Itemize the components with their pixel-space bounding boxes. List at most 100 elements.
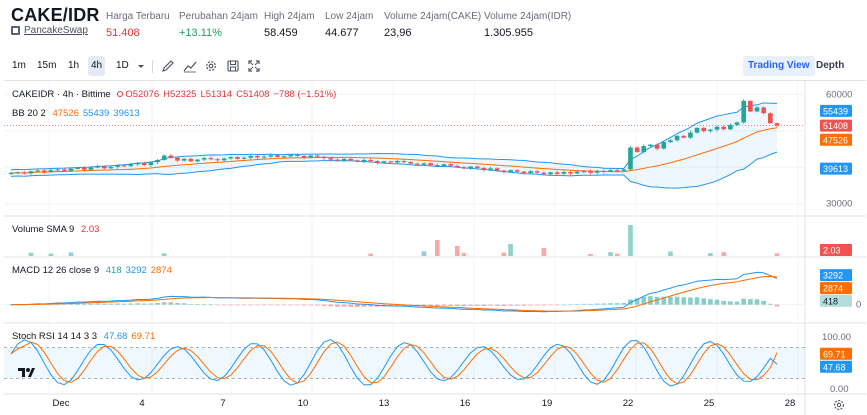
candles-group	[8, 99, 780, 177]
time-axis-label: 16	[460, 398, 471, 409]
candle-body	[235, 157, 240, 159]
candle-body	[674, 135, 680, 141]
macd-signal-line	[10, 275, 778, 312]
volume-bar	[28, 252, 34, 256]
axis-settings-icon[interactable]	[834, 400, 844, 410]
stat-label: Volume 24jam(CAKE)	[384, 11, 482, 22]
candle-body	[301, 155, 307, 158]
candle-body	[321, 156, 327, 159]
indicator-icon[interactable]	[183, 59, 197, 73]
macd-histogram-bar	[321, 304, 327, 306]
macd-histogram-bar	[181, 303, 187, 305]
bb-legend[interactable]: BB 20 2 47526 55439 39613	[12, 108, 144, 119]
stat-value: 23,96	[384, 27, 412, 39]
price-tick-label: 30000	[826, 199, 852, 210]
candle-body	[68, 168, 74, 171]
time-axis-label: 28	[785, 398, 796, 409]
candle-body	[355, 160, 360, 162]
macd-line-value: 3292	[125, 265, 147, 276]
macd-histogram-bar	[581, 303, 587, 305]
macd-histogram-bar	[668, 296, 673, 305]
volume-legend[interactable]: Volume SMA 9 2.03	[12, 224, 103, 235]
stat-last-price: Harga Terbaru 51.408	[106, 11, 170, 39]
price-badges: 55439 51408 47526 39613 2.03 3292 2874 418 69.71…	[820, 104, 852, 373]
bb-lower-badge-bg	[820, 162, 852, 175]
candle-body	[241, 157, 247, 159]
stat-volume-idr: Volume 24jam(IDR) 1.305.955	[484, 11, 571, 39]
time-axis-label: 10	[298, 398, 309, 409]
interval-1d[interactable]: 1D	[116, 60, 129, 71]
candle-body	[361, 159, 367, 162]
candle-body	[121, 165, 127, 167]
volume-bar	[721, 252, 727, 256]
candle-body	[375, 161, 380, 163]
stoch-band-fill	[4, 347, 805, 379]
candle-body	[588, 171, 593, 173]
time-axis-label: 19	[542, 398, 553, 409]
macd-histogram-bar	[148, 303, 154, 305]
macd-histogram-bar	[434, 304, 440, 307]
interval-4h[interactable]: 4h	[88, 56, 106, 76]
macd-tick-label: 0	[856, 300, 861, 311]
pencil-icon[interactable]	[161, 59, 175, 73]
macd-histogram-bar	[101, 303, 107, 305]
depth-tab[interactable]: Depth	[816, 60, 845, 71]
macd-histogram-bar	[634, 298, 640, 305]
macd-histogram-bar	[621, 303, 627, 305]
macd-histogram-bar	[241, 304, 247, 306]
stoch-rsi-group	[4, 339, 805, 387]
macd-histogram-bar	[255, 304, 260, 306]
macd-histogram-bar	[594, 303, 600, 305]
volume-bar	[68, 252, 74, 256]
macd-histogram-bar	[541, 304, 547, 306]
candle-body	[448, 164, 453, 166]
candle-body	[341, 158, 347, 161]
macd-histogram-bar	[221, 304, 227, 306]
macd-histogram-bar	[728, 301, 733, 305]
panel-separators	[4, 81, 866, 415]
macd-histogram-bar	[275, 304, 280, 306]
price-chart[interactable]: 600003000020000100.000.00Dec471013161922…	[4, 81, 866, 415]
candle-body	[694, 127, 700, 133]
macd-legend[interactable]: MACD 12 26 close 9 418 3292 2874	[12, 265, 176, 276]
volume-bar	[614, 253, 620, 256]
candle-body	[528, 171, 533, 174]
interval-1h[interactable]: 1h	[68, 60, 80, 71]
macd-histogram-bar	[335, 304, 340, 307]
macd-histogram-bar	[288, 304, 294, 306]
macd-histogram-bar	[81, 303, 87, 305]
trading-view-tab[interactable]: Trading View	[743, 56, 815, 76]
candle-body	[328, 158, 334, 160]
interval-15m[interactable]: 15m	[37, 60, 57, 71]
stoch-legend[interactable]: Stoch RSI 14 14 3 3 47.68 69.71	[12, 331, 159, 342]
symbol-name: CAKEIDR · 4h · Bittime	[12, 89, 111, 100]
chevron-down-icon[interactable]	[134, 59, 148, 73]
stat-value: 1.305.955	[484, 27, 533, 39]
chart-frame[interactable]: 600003000020000100.000.00Dec471013161922…	[4, 80, 866, 415]
save-icon[interactable]	[226, 59, 240, 73]
stat-label: Volume 24jam(IDR)	[484, 11, 572, 22]
fullscreen-icon[interactable]	[247, 59, 261, 73]
macd-histogram-bar	[641, 296, 647, 305]
candle-body	[208, 158, 214, 160]
candle-body	[634, 147, 640, 152]
macd-badge: 3292	[823, 271, 843, 281]
dex-link[interactable]: PancakeSwap	[11, 25, 88, 36]
macd-histogram-bar	[228, 304, 234, 306]
macd-histogram-bar	[488, 304, 493, 306]
macd-histogram-bar	[714, 299, 720, 305]
candle-body	[181, 158, 187, 161]
macd-histogram-bar	[121, 303, 127, 305]
symbol-legend[interactable]: CAKEIDR · 4h · Bittime O52076 H52325 L5131…	[12, 89, 340, 100]
volume-bar	[608, 252, 613, 256]
candle-body	[641, 146, 647, 152]
gear-icon[interactable]	[204, 59, 218, 73]
interval-1m[interactable]: 1m	[12, 60, 26, 71]
stat-high-24h: High 24jam 58.459	[264, 11, 315, 39]
macd-histogram-bar	[328, 304, 334, 307]
stoch-d-badge: 69.71	[823, 349, 846, 359]
macd-histogram-bar	[721, 300, 727, 305]
candle-body	[661, 142, 667, 149]
candle-body	[281, 156, 287, 158]
volume-bar	[48, 253, 54, 256]
